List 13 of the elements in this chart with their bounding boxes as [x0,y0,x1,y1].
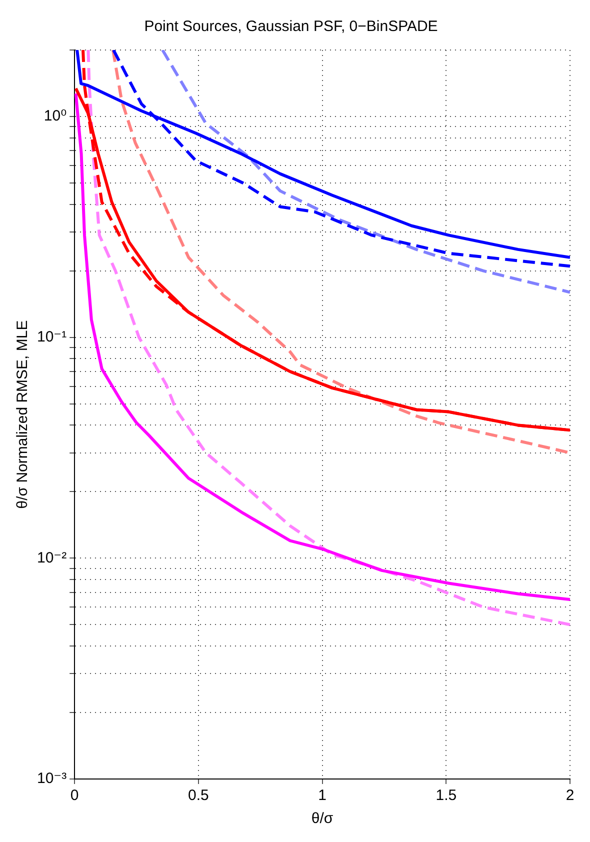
line-series [161,50,570,294]
chart-title: Point Sources, Gaussian PSF, 0−BinSPADE [144,18,438,36]
x-tick-label: 0 [70,787,79,804]
y-tick-label: 10⁰ [44,108,67,125]
y-axis-title: θ/σ Normalized RMSE, MLE [14,320,32,509]
x-tick-label: 1 [318,787,326,804]
x-axis-title: θ/σ [311,810,334,828]
y-tick-label: 10⁻² [36,549,67,566]
x-tick-label: 2 [566,787,574,804]
x-tick-label: 0.5 [188,787,209,804]
y-tick-label: 10⁻¹ [36,328,67,346]
x-tick-label: 1.5 [436,787,457,804]
y-tick-label: 10⁻³ [36,770,67,788]
